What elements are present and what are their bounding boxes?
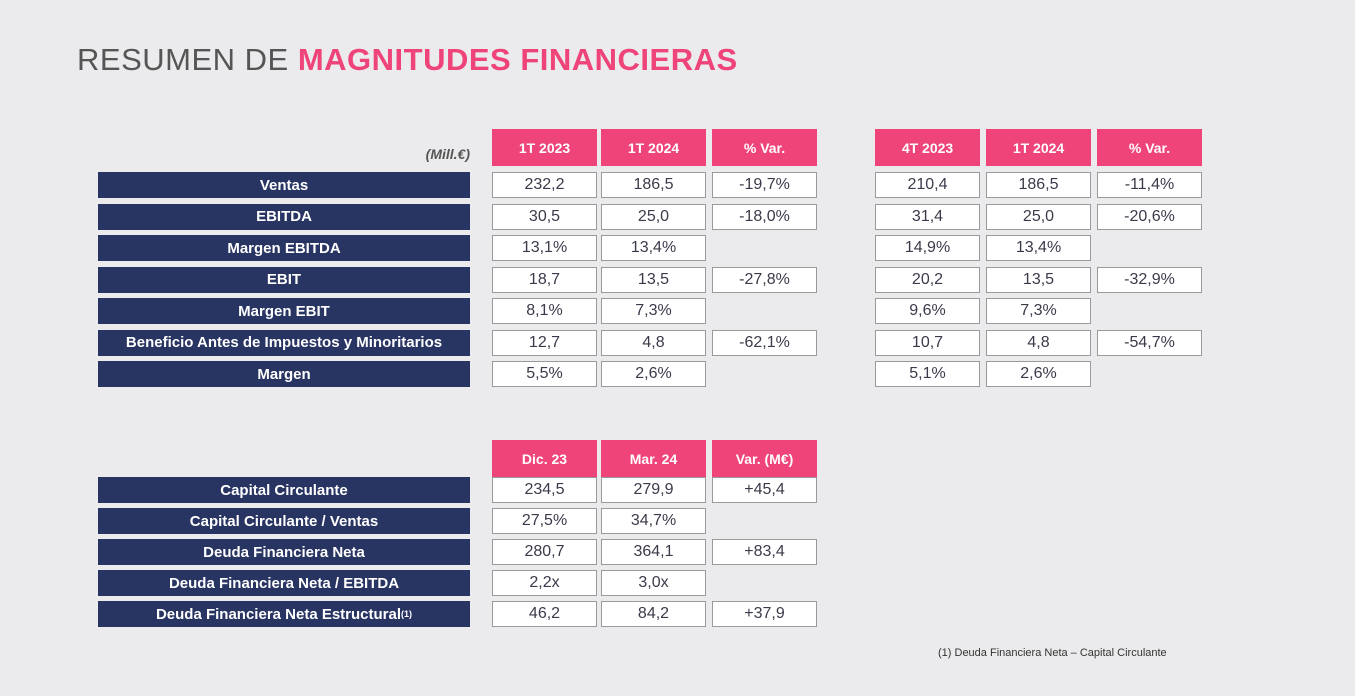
value-cell: 25,0	[601, 203, 706, 230]
footnote: (1) Deuda Financiera Neta – Capital Circ…	[938, 647, 1167, 659]
row-label-text: EBIT	[266, 271, 302, 288]
row-label: Deuda Financiera Neta Estructural (1)	[98, 601, 470, 627]
value-cell: 7,3%	[986, 298, 1091, 324]
row-label: Capital Circulante / Ventas	[98, 508, 470, 534]
row-label: Margen EBITDA	[98, 235, 470, 261]
value-cell: 280,7	[492, 539, 597, 565]
column-header: % Var.	[712, 129, 817, 166]
value-cell: 8,1%	[492, 298, 597, 324]
column-header: Dic. 23	[492, 440, 597, 477]
value-cell: +45,4	[712, 477, 817, 503]
value-cell: 9,6%	[875, 298, 980, 324]
value-cell: 279,9	[601, 477, 706, 503]
value-cell: 27,5%	[492, 508, 597, 534]
value-cell: 25,0	[986, 203, 1091, 230]
value-cell: -27,8%	[712, 266, 817, 293]
value-cell: 10,7	[875, 329, 980, 356]
value-cell: 232,2	[492, 172, 597, 198]
value-cell: 364,1	[601, 539, 706, 565]
value-cell: 7,3%	[601, 298, 706, 324]
row-label: Beneficio Antes de Impuestos y Minoritar…	[98, 329, 470, 356]
value-cell: 186,5	[601, 172, 706, 198]
column-header: Mar. 24	[601, 440, 706, 477]
row-label-text: Margen EBITDA	[227, 239, 341, 257]
value-cell: +37,9	[712, 601, 817, 627]
row-label: EBIT	[98, 266, 470, 293]
value-cell: 5,1%	[875, 361, 980, 387]
value-cell: 34,7%	[601, 508, 706, 534]
value-cell: -32,9%	[1097, 266, 1202, 293]
value-cell: -62,1%	[712, 329, 817, 356]
value-cell: -11,4%	[1097, 172, 1202, 198]
value-cell: 4,8	[986, 329, 1091, 356]
value-cell: +83,4	[712, 539, 817, 565]
value-cell: 2,6%	[986, 361, 1091, 387]
row-label: Deuda Financiera Neta	[98, 539, 470, 565]
row-label: Margen	[98, 361, 470, 387]
row-label-text: Deuda Financiera Neta Estructural	[155, 605, 402, 623]
value-cell: 13,4%	[986, 235, 1091, 261]
row-label: Ventas	[98, 172, 470, 198]
row-label-text: Beneficio Antes de Impuestos y Minoritar…	[125, 334, 443, 351]
value-cell: 186,5	[986, 172, 1091, 198]
row-label: Capital Circulante	[98, 477, 470, 503]
row-label: Margen EBIT	[98, 298, 470, 324]
column-header: 1T 2024	[986, 129, 1091, 166]
value-cell: -20,6%	[1097, 203, 1202, 230]
row-label-text: Margen EBIT	[238, 302, 330, 320]
value-cell: 31,4	[875, 203, 980, 230]
column-header: % Var.	[1097, 129, 1202, 166]
row-label-text: Ventas	[259, 176, 309, 194]
value-cell: 13,1%	[492, 235, 597, 261]
title-highlight: MAGNITUDES FINANCIERAS	[297, 42, 738, 77]
value-cell: -19,7%	[712, 172, 817, 198]
value-cell: 20,2	[875, 266, 980, 293]
value-cell: 13,5	[986, 266, 1091, 293]
title-prefix: RESUMEN DE	[77, 42, 289, 77]
value-cell: 2,6%	[601, 361, 706, 387]
column-header: 1T 2024	[601, 129, 706, 166]
value-cell: 14,9%	[875, 235, 980, 261]
value-cell: -54,7%	[1097, 329, 1202, 356]
unit-label: (Mill.€)	[425, 146, 470, 162]
value-cell: -18,0%	[712, 203, 817, 230]
value-cell: 5,5%	[492, 361, 597, 387]
row-label-text: Margen	[257, 365, 311, 383]
value-cell: 12,7	[492, 329, 597, 356]
value-cell: 13,5	[601, 266, 706, 293]
value-cell: 84,2	[601, 601, 706, 627]
value-cell: 46,2	[492, 601, 597, 627]
column-header: 1T 2023	[492, 129, 597, 166]
value-cell: 3,0x	[601, 570, 706, 596]
value-cell: 234,5	[492, 477, 597, 503]
row-label: Deuda Financiera Neta / EBITDA	[98, 570, 470, 596]
row-label-text: Deuda Financiera Neta	[203, 543, 365, 561]
value-cell: 18,7	[492, 266, 597, 293]
title: RESUMEN DE MAGNITUDES FINANCIERAS	[77, 42, 738, 78]
value-cell: 13,4%	[601, 235, 706, 261]
value-cell: 4,8	[601, 329, 706, 356]
value-cell: 2,2x	[492, 570, 597, 596]
row-label-text: EBITDA	[256, 208, 312, 225]
label-note: (1)	[401, 609, 413, 619]
row-label: EBITDA	[98, 203, 470, 230]
row-label-text: Capital Circulante	[220, 481, 348, 499]
value-cell: 210,4	[875, 172, 980, 198]
value-cell: 30,5	[492, 203, 597, 230]
column-header: 4T 2023	[875, 129, 980, 166]
row-label-text: Deuda Financiera Neta / EBITDA	[168, 574, 400, 592]
row-label-text: Capital Circulante / Ventas	[189, 512, 379, 530]
column-header: Var. (M€)	[712, 440, 817, 477]
